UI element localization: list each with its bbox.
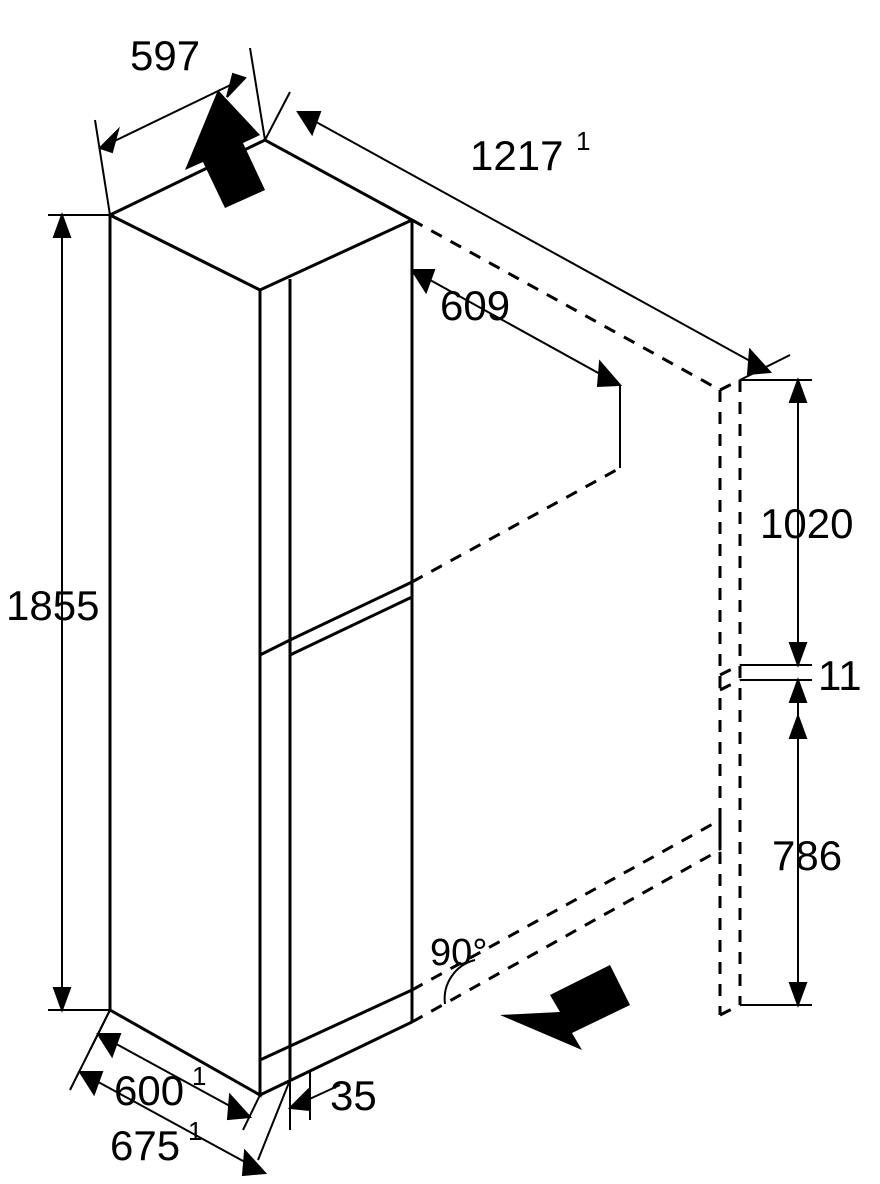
- dim-1217-label: 1217: [470, 132, 563, 179]
- technical-drawing: 597 1217 1 609 1855 1020: [0, 0, 880, 1184]
- dim-11-label: 11: [818, 652, 862, 699]
- direction-arrow-back: [185, 90, 265, 208]
- dim-600-sup: 1: [192, 1061, 206, 1091]
- dim-675-sup: 1: [188, 1116, 202, 1146]
- dim-597-label: 597: [130, 32, 200, 79]
- door-swing-dashed: [412, 220, 740, 1022]
- dim-600-label: 600: [114, 1067, 184, 1114]
- fridge-body: [110, 140, 412, 1095]
- dim-divider-11: [740, 680, 812, 716]
- dim-90-label: 90°: [430, 932, 487, 974]
- direction-arrow-front: [500, 965, 630, 1050]
- dim-1020-label: 1020: [760, 500, 853, 547]
- dim-1217-sup: 1: [576, 126, 590, 156]
- dim-786-label: 786: [772, 832, 842, 879]
- dim-1855-label: 1855: [6, 582, 99, 629]
- dim-35-label: 35: [330, 1072, 377, 1119]
- dim-609-label: 609: [440, 282, 510, 329]
- dim-675-label: 675: [110, 1122, 180, 1169]
